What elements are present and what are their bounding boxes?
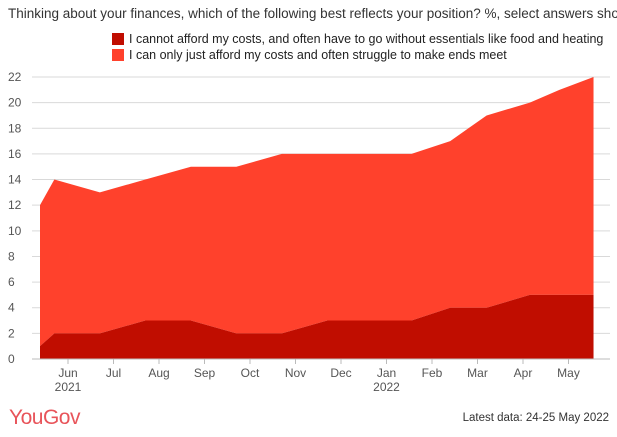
x-tick-label: Jan — [377, 366, 396, 380]
x-tick-label: Nov — [285, 366, 306, 380]
y-tick-label: 2 — [8, 326, 15, 340]
x-tick-year-label: 2022 — [373, 380, 400, 394]
x-tick-label: Feb — [422, 366, 443, 380]
x-tick-label: Aug — [148, 366, 169, 380]
x-tick-label: May — [557, 366, 580, 380]
area-series-just-afford — [40, 77, 594, 347]
legend: I cannot afford my costs, and often have… — [112, 31, 603, 63]
area-series-cannot-afford — [40, 294, 594, 359]
legend-label-just-afford: I can only just afford my costs and ofte… — [129, 48, 507, 62]
x-tick-label: Mar — [467, 366, 488, 380]
y-tick-label: 20 — [8, 96, 22, 110]
yougov-logo: YouGov — [9, 406, 80, 429]
chart-title: Thinking about your finances, which of t… — [8, 6, 617, 21]
x-tick-label: Dec — [330, 366, 351, 380]
y-tick-label: 8 — [8, 249, 15, 263]
legend-swatch-just-afford — [112, 49, 124, 61]
y-tick-label: 16 — [8, 147, 22, 161]
y-tick-label: 6 — [8, 275, 15, 289]
x-tick-year-label: 2021 — [55, 380, 82, 394]
x-tick-label: Apr — [514, 366, 533, 380]
x-tick-label: Jul — [106, 366, 121, 380]
x-tick-label: Jun — [58, 366, 77, 380]
legend-swatch-cannot-afford — [112, 33, 124, 45]
y-tick-label: 10 — [8, 224, 22, 238]
legend-item-just-afford[interactable]: I can only just afford my costs and ofte… — [112, 47, 603, 63]
y-tick-label: 18 — [8, 121, 22, 135]
x-tick-label: Sep — [194, 366, 216, 380]
x-tick-label: Oct — [241, 366, 260, 380]
y-tick-label: 4 — [8, 301, 15, 315]
y-tick-label: 12 — [8, 198, 22, 212]
y-tick-label: 0 — [8, 352, 15, 366]
legend-item-cannot-afford[interactable]: I cannot afford my costs, and often have… — [112, 31, 603, 47]
y-tick-label: 22 — [8, 70, 22, 84]
y-tick-label: 14 — [8, 173, 22, 187]
legend-label-cannot-afford: I cannot afford my costs, and often have… — [129, 32, 604, 46]
latest-data-note: Latest data: 24-25 May 2022 — [462, 412, 609, 424]
